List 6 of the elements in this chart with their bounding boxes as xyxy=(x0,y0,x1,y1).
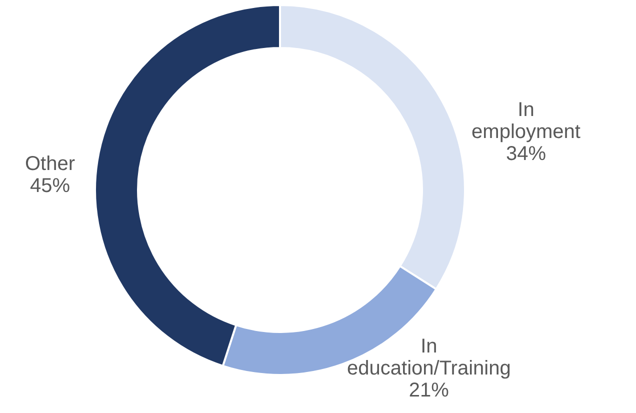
data-label: 34% xyxy=(506,142,546,165)
data-label: 45% xyxy=(30,174,70,197)
slice-label: Other xyxy=(24,152,76,175)
data-label: 21% xyxy=(408,380,450,402)
slice-label: In employment xyxy=(472,98,581,143)
slice-label: In education/Training xyxy=(347,336,511,380)
